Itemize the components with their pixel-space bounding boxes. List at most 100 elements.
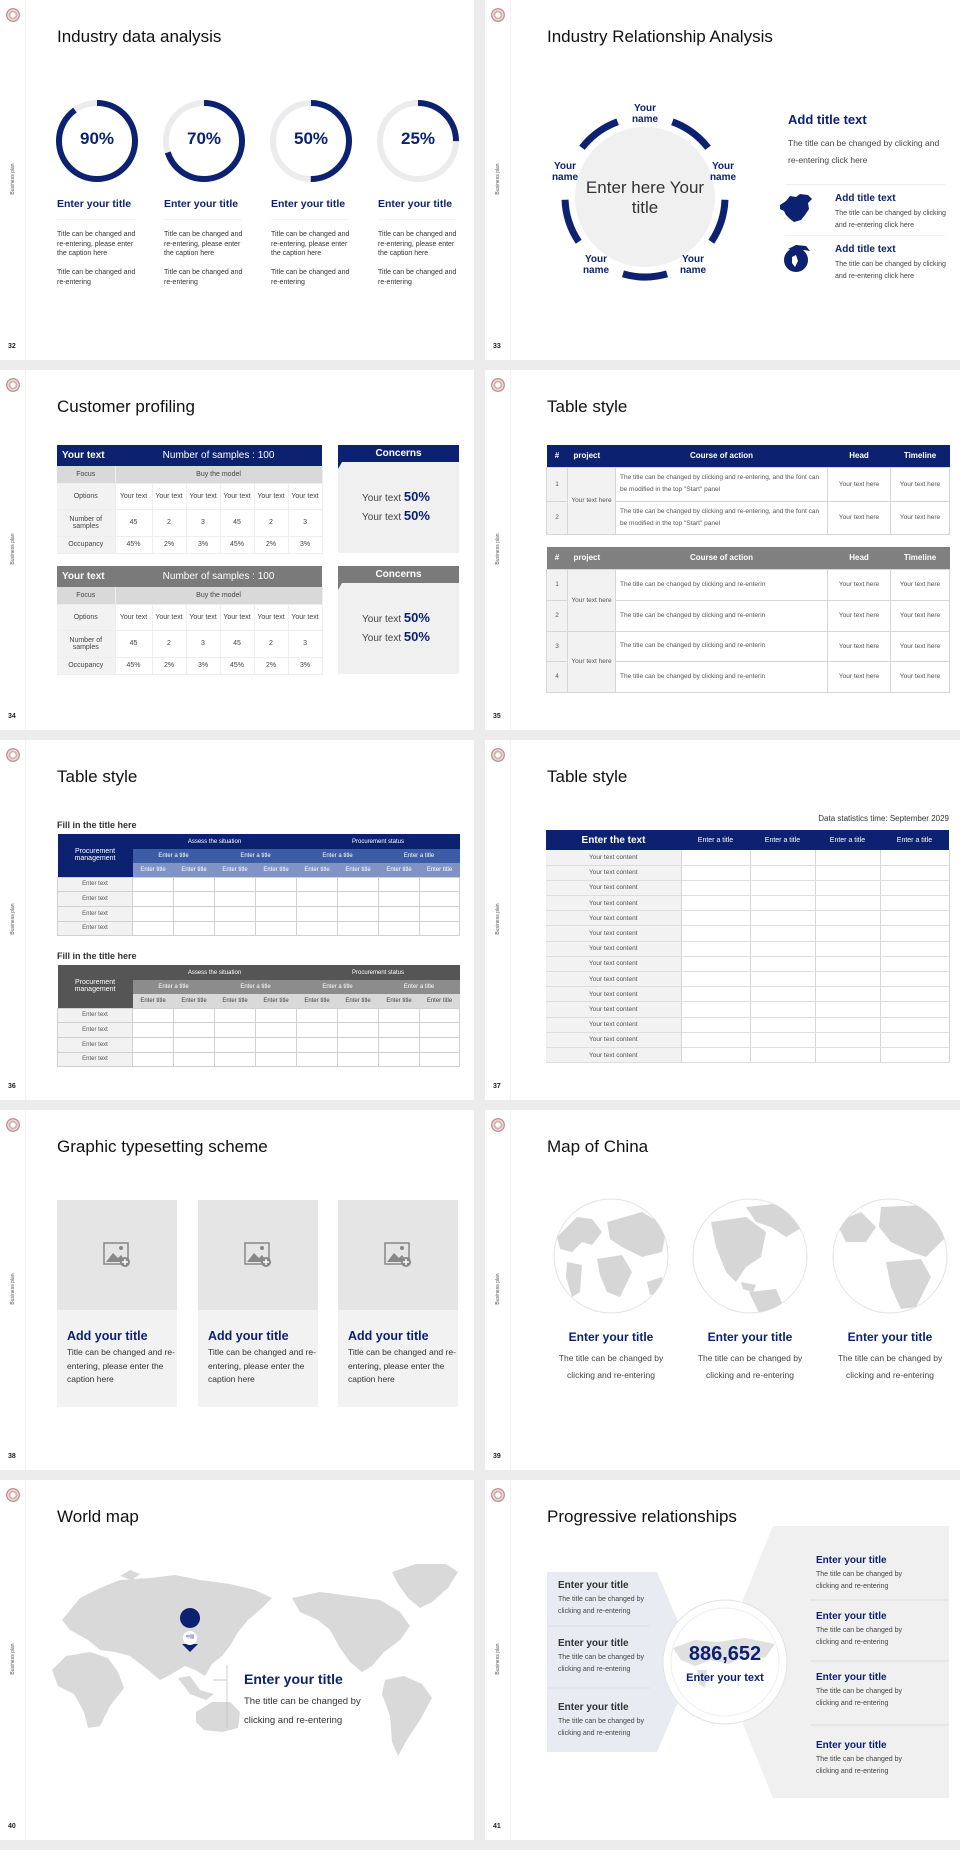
table-cell[interactable] <box>880 1032 950 1048</box>
table-cell[interactable] <box>132 1022 174 1038</box>
table-cell[interactable] <box>296 1007 338 1024</box>
slide-41[interactable]: Progressive relationships 886,652 Enter … <box>485 1480 960 1840</box>
table-cell[interactable] <box>880 956 950 973</box>
table-cell[interactable] <box>815 865 881 881</box>
table-cell[interactable] <box>173 891 215 907</box>
table-cell[interactable] <box>815 1017 881 1033</box>
table-cell[interactable] <box>337 920 379 937</box>
slide-40[interactable]: World map 中国 Enter your title The title … <box>0 1480 474 1840</box>
table-cell[interactable] <box>815 910 881 927</box>
table-cell[interactable] <box>681 850 751 866</box>
table-cell[interactable] <box>815 925 881 942</box>
table-cell[interactable] <box>255 1022 297 1038</box>
table-cell[interactable] <box>378 1022 420 1038</box>
table-cell[interactable] <box>815 1001 881 1018</box>
table-cell[interactable] <box>214 905 256 922</box>
table-cell[interactable] <box>337 905 379 922</box>
image-placeholder[interactable] <box>198 1200 318 1310</box>
table-cell[interactable] <box>173 1036 215 1053</box>
table-cell[interactable] <box>173 1051 215 1068</box>
table-cell[interactable] <box>815 971 881 988</box>
table-cell[interactable] <box>132 891 174 907</box>
table-cell[interactable] <box>173 905 215 922</box>
table-cell[interactable] <box>337 1022 379 1038</box>
table-cell[interactable] <box>173 876 215 893</box>
slide-34[interactable]: Customer profiling Your text Number of sa… <box>0 370 474 730</box>
table-cell[interactable] <box>681 865 751 881</box>
table-cell[interactable] <box>418 1036 461 1053</box>
table-cell[interactable] <box>173 920 215 937</box>
table-cell[interactable] <box>880 910 950 927</box>
table-cell[interactable] <box>296 920 338 937</box>
slide-32[interactable]: Industry data analysis 90% Enter your tit… <box>0 0 474 360</box>
table-cell[interactable] <box>681 971 751 988</box>
table-cell[interactable] <box>880 971 950 988</box>
table-cell[interactable] <box>255 876 297 893</box>
table-cell[interactable] <box>681 880 751 897</box>
table-cell[interactable] <box>214 1022 256 1038</box>
table-cell[interactable] <box>378 1007 420 1024</box>
table-cell[interactable] <box>815 1032 881 1048</box>
table-cell[interactable] <box>681 1032 751 1048</box>
table-cell[interactable] <box>681 941 751 957</box>
table-cell[interactable] <box>750 895 816 912</box>
table-cell[interactable] <box>214 920 256 937</box>
table-cell[interactable] <box>681 986 751 1003</box>
table-cell[interactable] <box>418 1022 461 1038</box>
table-cell[interactable] <box>880 895 950 912</box>
table-cell[interactable] <box>880 925 950 942</box>
table-cell[interactable] <box>418 876 461 893</box>
table-cell[interactable] <box>378 876 420 893</box>
table-cell[interactable] <box>214 891 256 907</box>
table-cell[interactable] <box>750 1001 816 1018</box>
table-cell[interactable] <box>681 1017 751 1033</box>
table-cell[interactable] <box>750 1047 816 1064</box>
table-cell[interactable] <box>750 941 816 957</box>
slide-39[interactable]: Map of China Enter your title The title c… <box>485 1110 960 1470</box>
slide-36[interactable]: Table style Fill in the title here Procur… <box>0 740 474 1100</box>
table-cell[interactable] <box>378 1036 420 1053</box>
table-cell[interactable] <box>681 956 751 973</box>
table-cell[interactable] <box>815 880 881 897</box>
table-cell[interactable] <box>132 905 174 922</box>
table-cell[interactable] <box>132 876 174 893</box>
table-cell[interactable] <box>296 891 338 907</box>
table-cell[interactable] <box>255 891 297 907</box>
table-cell[interactable] <box>880 1047 950 1064</box>
table-cell[interactable] <box>173 1022 215 1038</box>
table-cell[interactable] <box>681 925 751 942</box>
table-cell[interactable] <box>750 971 816 988</box>
table-cell[interactable] <box>296 1051 338 1068</box>
table-cell[interactable] <box>378 891 420 907</box>
table-cell[interactable] <box>337 1007 379 1024</box>
table-cell[interactable] <box>418 891 461 907</box>
table-cell[interactable] <box>815 1047 881 1064</box>
table-cell[interactable] <box>880 1017 950 1033</box>
table-cell[interactable] <box>255 905 297 922</box>
table-cell[interactable] <box>132 1036 174 1053</box>
table-cell[interactable] <box>296 1022 338 1038</box>
table-cell[interactable] <box>418 1051 461 1068</box>
table-cell[interactable] <box>880 865 950 881</box>
table-cell[interactable] <box>880 941 950 957</box>
table-cell[interactable] <box>132 1051 174 1068</box>
table-cell[interactable] <box>378 905 420 922</box>
table-cell[interactable] <box>815 941 881 957</box>
table-cell[interactable] <box>255 1007 297 1024</box>
table-cell[interactable] <box>880 986 950 1003</box>
table-cell[interactable] <box>880 850 950 866</box>
table-cell[interactable] <box>337 1036 379 1053</box>
slide-35[interactable]: Table style # project Course of action Head… <box>485 370 960 730</box>
table-cell[interactable] <box>214 876 256 893</box>
table-cell[interactable] <box>750 880 816 897</box>
table-cell[interactable] <box>750 956 816 973</box>
table-cell[interactable] <box>681 895 751 912</box>
table-cell[interactable] <box>750 986 816 1003</box>
table-cell[interactable] <box>815 986 881 1003</box>
table-cell[interactable] <box>132 1007 174 1024</box>
table-cell[interactable] <box>750 865 816 881</box>
table-cell[interactable] <box>681 1001 751 1018</box>
table-cell[interactable] <box>214 1051 256 1068</box>
table-cell[interactable] <box>214 1007 256 1024</box>
slide-33[interactable]: Industry Relationship Analysis Enter her… <box>485 0 960 360</box>
